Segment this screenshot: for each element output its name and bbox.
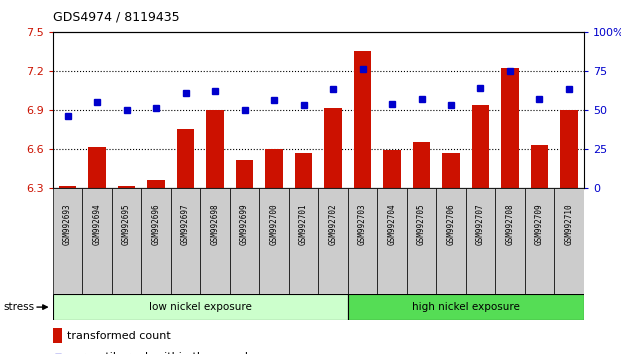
- Bar: [260, 188, 289, 294]
- Text: GSM992697: GSM992697: [181, 204, 190, 245]
- Bar: [206, 110, 224, 188]
- Text: GSM992694: GSM992694: [93, 204, 101, 245]
- Text: high nickel exposure: high nickel exposure: [412, 302, 520, 312]
- Bar: [530, 145, 548, 188]
- Text: low nickel exposure: low nickel exposure: [149, 302, 252, 312]
- Text: GSM992693: GSM992693: [63, 204, 72, 245]
- Bar: [348, 188, 378, 294]
- Text: GSM992696: GSM992696: [152, 204, 160, 245]
- Text: GSM992706: GSM992706: [446, 204, 455, 245]
- Bar: [442, 153, 460, 188]
- Bar: [466, 188, 496, 294]
- Bar: [289, 188, 318, 294]
- Bar: [348, 294, 584, 320]
- Text: percentile rank within the sample: percentile rank within the sample: [67, 352, 255, 354]
- Text: GSM992700: GSM992700: [270, 204, 278, 245]
- Text: GSM992703: GSM992703: [358, 204, 367, 245]
- Bar: [383, 150, 401, 188]
- Bar: [53, 328, 62, 343]
- Text: GSM992707: GSM992707: [476, 204, 485, 245]
- Text: GSM992695: GSM992695: [122, 204, 131, 245]
- Text: GDS4974 / 8119435: GDS4974 / 8119435: [53, 11, 179, 24]
- Text: GSM992701: GSM992701: [299, 204, 308, 245]
- Bar: [472, 104, 489, 188]
- Bar: [53, 294, 348, 320]
- Bar: [230, 188, 260, 294]
- Bar: [265, 149, 283, 188]
- Bar: [407, 188, 437, 294]
- Text: GSM992704: GSM992704: [388, 204, 396, 245]
- Bar: [501, 68, 519, 188]
- Bar: [354, 51, 371, 188]
- Bar: [82, 188, 112, 294]
- Bar: [147, 180, 165, 188]
- Bar: [200, 188, 230, 294]
- Bar: [560, 110, 578, 188]
- Bar: [112, 188, 142, 294]
- Text: GSM992699: GSM992699: [240, 204, 249, 245]
- Bar: [324, 108, 342, 188]
- Bar: [378, 188, 407, 294]
- Bar: [177, 129, 194, 188]
- Text: stress: stress: [3, 302, 34, 312]
- Text: transformed count: transformed count: [67, 331, 171, 341]
- Bar: [555, 188, 584, 294]
- Bar: [496, 188, 525, 294]
- Bar: [295, 153, 312, 188]
- Text: GSM992709: GSM992709: [535, 204, 544, 245]
- Text: GSM992708: GSM992708: [505, 204, 514, 245]
- Text: GSM992698: GSM992698: [211, 204, 219, 245]
- Text: GSM992705: GSM992705: [417, 204, 426, 245]
- Bar: [436, 188, 466, 294]
- Text: GSM992702: GSM992702: [329, 204, 337, 245]
- Bar: [412, 142, 430, 188]
- Bar: [58, 186, 76, 188]
- Bar: [525, 188, 555, 294]
- Bar: [88, 147, 106, 188]
- Bar: [236, 160, 253, 188]
- Bar: [319, 188, 348, 294]
- Bar: [142, 188, 171, 294]
- Bar: [117, 186, 135, 188]
- Bar: [171, 188, 200, 294]
- Bar: [53, 188, 82, 294]
- Text: GSM992710: GSM992710: [564, 204, 573, 245]
